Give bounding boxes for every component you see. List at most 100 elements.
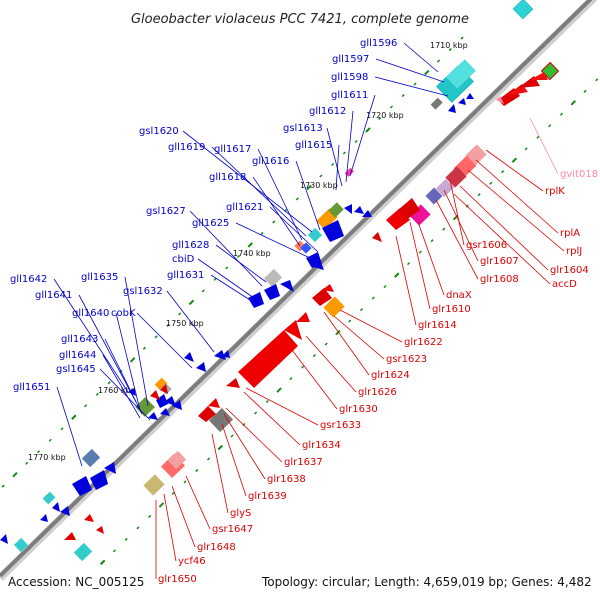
leader-line (349, 94, 376, 177)
gene-label[interactable]: gll1596 (360, 38, 397, 49)
leader-line (449, 179, 465, 246)
gene-label[interactable]: gll1631 (167, 270, 204, 281)
scale-tick (413, 82, 417, 86)
gene-label[interactable]: gll1641 (35, 290, 72, 301)
gene-label[interactable]: glr1614 (418, 320, 457, 331)
gene-label[interactable]: glr1630 (339, 404, 378, 415)
gene-label[interactable]: glr1637 (284, 457, 323, 468)
leader-line (417, 221, 445, 296)
gene-label[interactable]: gsr1633 (320, 420, 361, 431)
gene-label[interactable]: cobK (111, 308, 136, 319)
gene-label[interactable]: glr1608 (480, 274, 519, 285)
gene-label[interactable]: glr1607 (480, 256, 519, 267)
footer: Accession: NC_005125 Topology: circular;… (8, 575, 592, 589)
gene-feature[interactable] (436, 59, 476, 103)
gene-label[interactable]: gll1618 (209, 172, 246, 183)
scale-tick (436, 59, 441, 63)
gene-label[interactable]: gll1612 (309, 106, 346, 117)
gene-label[interactable]: glr1638 (267, 474, 306, 485)
gene-label[interactable]: rplJ (566, 246, 582, 257)
gene-label[interactable]: gsl1620 (139, 126, 179, 137)
gene-label[interactable]: gsl1645 (56, 364, 96, 375)
leader-line (136, 312, 193, 369)
leader-line (104, 338, 143, 415)
scale-tick (260, 231, 264, 235)
gene-label[interactable]: dnaX (446, 290, 472, 301)
scale-tick (312, 354, 316, 358)
gene-label[interactable]: glr1650 (158, 574, 197, 585)
gene-label[interactable]: glr1610 (432, 304, 471, 315)
gene-label[interactable]: glr1648 (197, 542, 236, 553)
leader-line (245, 387, 319, 426)
scale-tick (272, 220, 276, 224)
label-leader-lines (53, 42, 565, 579)
kbp-label: 1770 kbp (28, 453, 66, 462)
gene-label[interactable]: gll1628 (172, 240, 209, 251)
scale-tick (536, 135, 540, 139)
gene-label[interactable]: gll1617 (214, 144, 251, 155)
gene-label[interactable]: gsl1627 (146, 206, 186, 217)
scale-tick (301, 365, 305, 369)
gene-label[interactable]: glr1624 (371, 370, 410, 381)
leader-line (339, 309, 403, 343)
gene-label[interactable]: gvit018 (560, 169, 598, 180)
gene-label[interactable]: gsr1647 (212, 524, 253, 535)
gene-label[interactable]: glyS (230, 508, 251, 519)
gene-label[interactable]: glr1626 (358, 387, 397, 398)
scale-tick (595, 78, 599, 82)
gene-feature[interactable] (512, 0, 534, 20)
gene-label[interactable]: gll1640 (72, 308, 109, 319)
gene-label[interactable]: gll1611 (331, 90, 368, 101)
gene-label[interactable]: glr1622 (404, 337, 443, 348)
genome-backbone (0, 0, 598, 581)
scale-tick (418, 250, 422, 254)
gene-label[interactable]: ycf46 (178, 556, 206, 567)
gene-label[interactable]: gll1643 (61, 334, 98, 345)
leader-line (171, 485, 196, 548)
scale-tick (112, 549, 116, 553)
gene-label[interactable]: cbiD (172, 254, 195, 265)
scale-tick (242, 422, 246, 427)
scale-labels: 1710 kbp 1720 kbp 1730 kbp 1740 kbp 1750… (28, 41, 468, 462)
leader-line (189, 210, 263, 287)
gene-label[interactable]: gll1651 (13, 382, 50, 393)
gene-label[interactable]: gll1616 (252, 156, 289, 167)
gene-label[interactable]: accD (552, 279, 577, 290)
gene-label[interactable]: gll1597 (332, 54, 369, 65)
gene-label[interactable]: glr1639 (248, 491, 287, 502)
scale-tick (124, 537, 128, 541)
scale-tick (213, 277, 217, 281)
gene-label[interactable]: rplA (560, 228, 580, 239)
gene-label[interactable]: gsl1613 (283, 123, 323, 134)
gene-label[interactable]: gll1598 (331, 72, 368, 83)
gene-label[interactable]: gll1621 (226, 202, 263, 213)
leader-line (115, 312, 141, 411)
scale-tick (142, 346, 146, 350)
leader-line (395, 235, 417, 326)
gene-label[interactable]: gsl1632 (123, 286, 163, 297)
scale-tick (225, 266, 229, 270)
scale-tick (71, 414, 77, 420)
gene-label[interactable]: gll1642 (10, 274, 47, 285)
gene-label[interactable]: gll1615 (295, 140, 332, 151)
gene-label[interactable]: glr1634 (302, 440, 341, 451)
scale-tick (407, 262, 411, 266)
gene-label[interactable]: rplK (545, 186, 565, 197)
leader-line (56, 386, 83, 467)
gene-label[interactable]: gll1644 (59, 350, 96, 361)
leader-line (305, 335, 357, 393)
leader-line (124, 276, 149, 407)
gene-label[interactable]: glr1604 (550, 265, 589, 276)
gene-label[interactable]: gll1625 (192, 218, 229, 229)
map-title: Gloeobacter violaceus PCC 7421, complete… (131, 12, 469, 27)
gene-label[interactable]: gsr1606 (466, 240, 507, 251)
gene-label[interactable]: gll1635 (81, 272, 118, 283)
gene-label[interactable]: gsr1623 (386, 354, 427, 365)
kbp-label: 1710 kbp (430, 41, 468, 50)
scale-tick (60, 427, 64, 431)
leader-line (459, 185, 549, 271)
scale-tick (570, 100, 576, 106)
scale-tick (583, 89, 587, 93)
leader-line (326, 127, 343, 187)
gene-label[interactable]: gll1619 (168, 142, 205, 153)
